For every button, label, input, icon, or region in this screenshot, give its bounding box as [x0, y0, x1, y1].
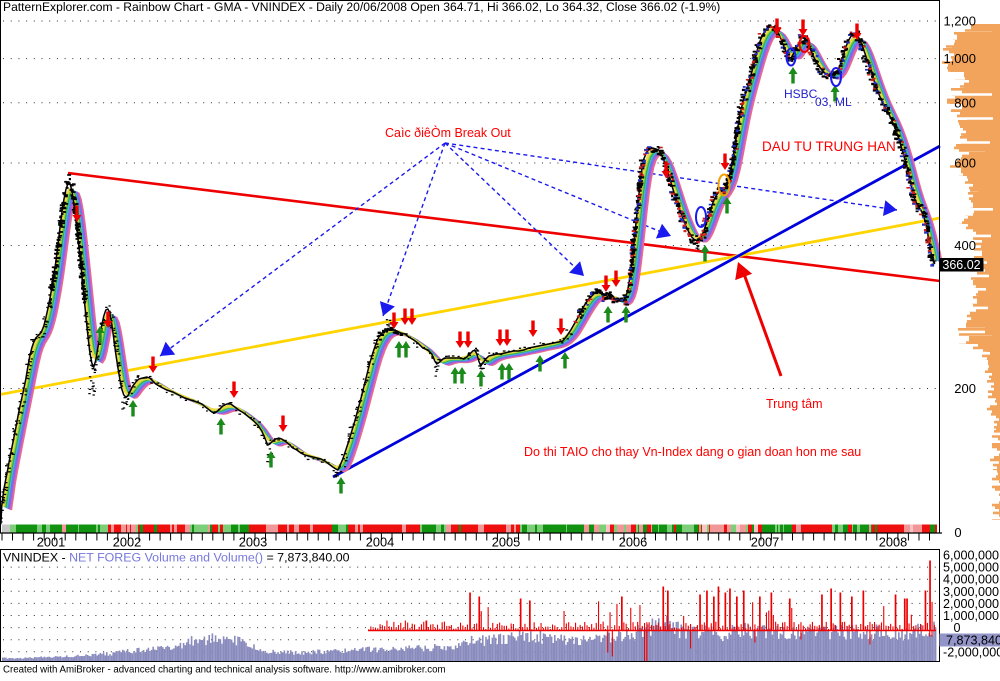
svg-text:1,000: 1,000 [943, 51, 976, 66]
svg-text:2001: 2001 [37, 535, 65, 550]
svg-text:DAU TU TRUNG HAN: DAU TU TRUNG HAN [762, 139, 896, 154]
svg-text:HSBC: HSBC [784, 87, 818, 101]
svg-text:2002: 2002 [113, 535, 141, 550]
svg-text:400: 400 [954, 238, 976, 253]
svg-text:800: 800 [954, 95, 976, 110]
svg-text:2007: 2007 [751, 535, 779, 550]
svg-text:-2,000,000: -2,000,000 [943, 645, 1000, 659]
svg-text:7,873,840: 7,873,840 [946, 633, 1000, 647]
svg-text:Caìc ðiêÒm Break Out: Caìc ðiêÒm Break Out [385, 125, 511, 140]
svg-text:2004: 2004 [366, 535, 394, 550]
svg-text:2006: 2006 [619, 535, 647, 550]
svg-text:1,200: 1,200 [943, 14, 976, 29]
svg-text:Created with AmiBroker - advan: Created with AmiBroker - advanced charti… [3, 665, 446, 676]
svg-text:1,000,000: 1,000,000 [943, 609, 999, 623]
svg-text:200: 200 [954, 381, 976, 396]
svg-text:0: 0 [954, 525, 961, 540]
svg-text:600: 600 [954, 156, 976, 171]
svg-text:VNINDEX - NET FOREG Volume and: VNINDEX - NET FOREG Volume and Volume() … [3, 551, 350, 565]
svg-text:366.02: 366.02 [942, 258, 980, 272]
svg-text:2008: 2008 [879, 535, 907, 550]
svg-text:03, ML: 03, ML [815, 95, 852, 109]
svg-text:2003: 2003 [239, 535, 267, 550]
svg-text:Trung tâm: Trung tâm [766, 397, 823, 411]
svg-text:Do thi TAIO cho thay Vn-Index: Do thi TAIO cho thay Vn-Index dang o gia… [524, 445, 861, 459]
svg-text:2005: 2005 [492, 535, 520, 550]
svg-text:PatternExplorer.com - Rainbow: PatternExplorer.com - Rainbow Chart - GM… [3, 0, 720, 14]
